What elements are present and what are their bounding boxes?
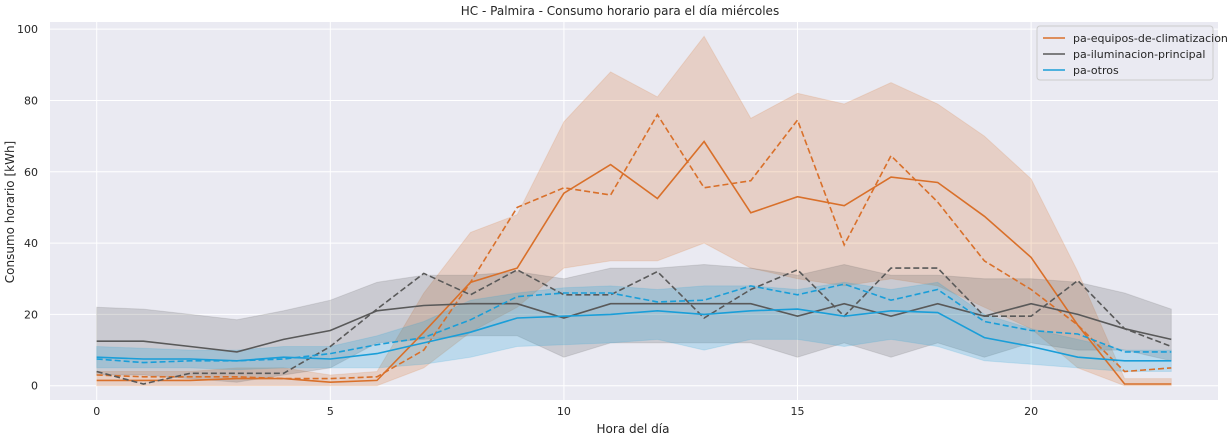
legend: pa-equipos-de-climatizacion pa-iluminacio… xyxy=(1036,25,1228,81)
y-axis-label: Consumo horario [kWh] xyxy=(3,141,17,283)
confidence-band xyxy=(96,35,1172,387)
plot-background xyxy=(50,22,1218,400)
legend-box xyxy=(1036,25,1214,81)
y-tick-label: 40 xyxy=(24,237,38,250)
y-tick-label: 20 xyxy=(24,308,38,321)
series-line xyxy=(96,140,1172,385)
series-lines xyxy=(96,113,1172,385)
chart-title: HC - Palmira - Consumo horario para el d… xyxy=(461,4,779,18)
x-tick-label: 15 xyxy=(791,405,805,418)
x-tick-label: 10 xyxy=(557,405,571,418)
confidence-band xyxy=(96,281,1172,372)
y-tick-label: 80 xyxy=(24,94,38,107)
y-tick-label: 0 xyxy=(31,380,38,393)
y-tick-label: 100 xyxy=(17,23,38,36)
y-tick-label: 60 xyxy=(24,166,38,179)
tick-labels: 0 5 10 15 20 0 20 40 60 80 100 xyxy=(17,23,1038,418)
legend-label: pa-otros xyxy=(1073,64,1119,77)
series-line xyxy=(96,302,1172,353)
series-line xyxy=(96,308,1172,362)
x-axis-label: Hora del día xyxy=(597,422,670,436)
x-tick-label: 5 xyxy=(327,405,334,418)
x-tick-label: 0 xyxy=(93,405,100,418)
legend-label: pa-equipos-de-climatizacion xyxy=(1073,32,1228,45)
legend-label: pa-iluminacion-principal xyxy=(1073,48,1205,61)
series-line-dashed xyxy=(96,113,1172,380)
series-line-dashed xyxy=(96,267,1172,385)
grid xyxy=(50,22,1218,400)
x-tick-label: 20 xyxy=(1024,405,1038,418)
